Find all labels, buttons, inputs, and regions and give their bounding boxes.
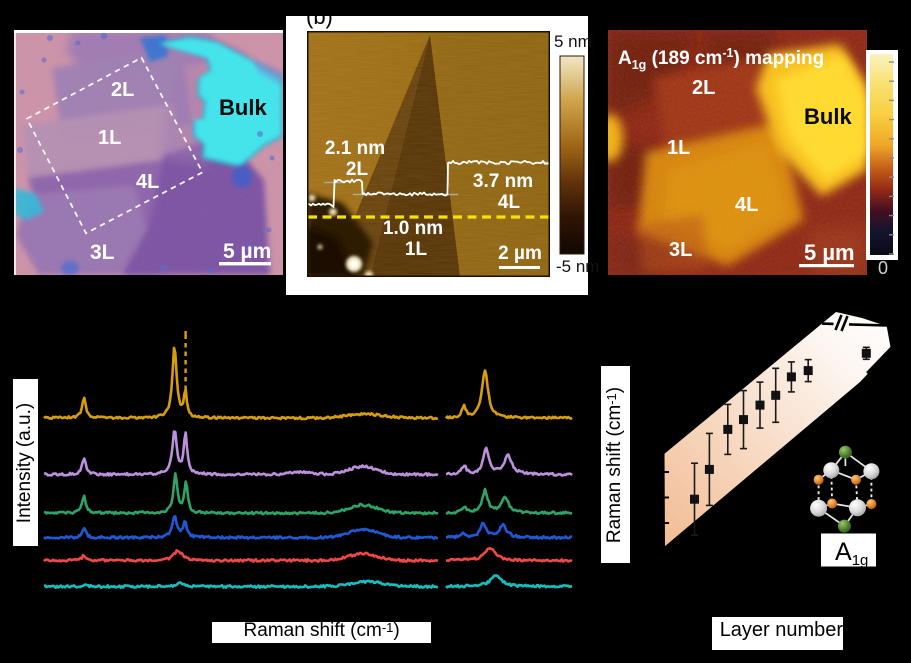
svg-text:2L: 2L	[346, 159, 369, 180]
svg-text:1.0 nm: 1.0 nm	[383, 218, 443, 239]
svg-text:1L: 1L	[405, 239, 428, 260]
svg-text:1L: 1L	[667, 137, 690, 159]
svg-text:2.1 nm: 2.1 nm	[325, 138, 385, 159]
svg-text:4L: 4L	[498, 192, 521, 213]
svg-text:4L: 4L	[136, 171, 159, 193]
svg-text:5 µm: 5 µm	[223, 240, 271, 263]
svg-text:5 µm: 5 µm	[804, 240, 855, 265]
svg-text:2L: 2L	[692, 77, 715, 99]
svg-text:2L: 2L	[111, 79, 134, 101]
svg-text:Bulk: Bulk	[804, 104, 852, 129]
svg-text:2 µm: 2 µm	[498, 243, 542, 264]
svg-text:0: 0	[878, 258, 888, 276]
svg-text:3L: 3L	[669, 239, 692, 261]
svg-text:A1g (189 cm-1) mapping: A1g (189 cm-1) mapping	[618, 46, 824, 72]
svg-text:3.7 nm: 3.7 nm	[473, 171, 533, 192]
svg-text:4L: 4L	[735, 194, 758, 216]
svg-text:3L: 3L	[90, 241, 115, 264]
svg-text:Bulk: Bulk	[219, 95, 267, 120]
svg-text:1L: 1L	[98, 127, 121, 149]
